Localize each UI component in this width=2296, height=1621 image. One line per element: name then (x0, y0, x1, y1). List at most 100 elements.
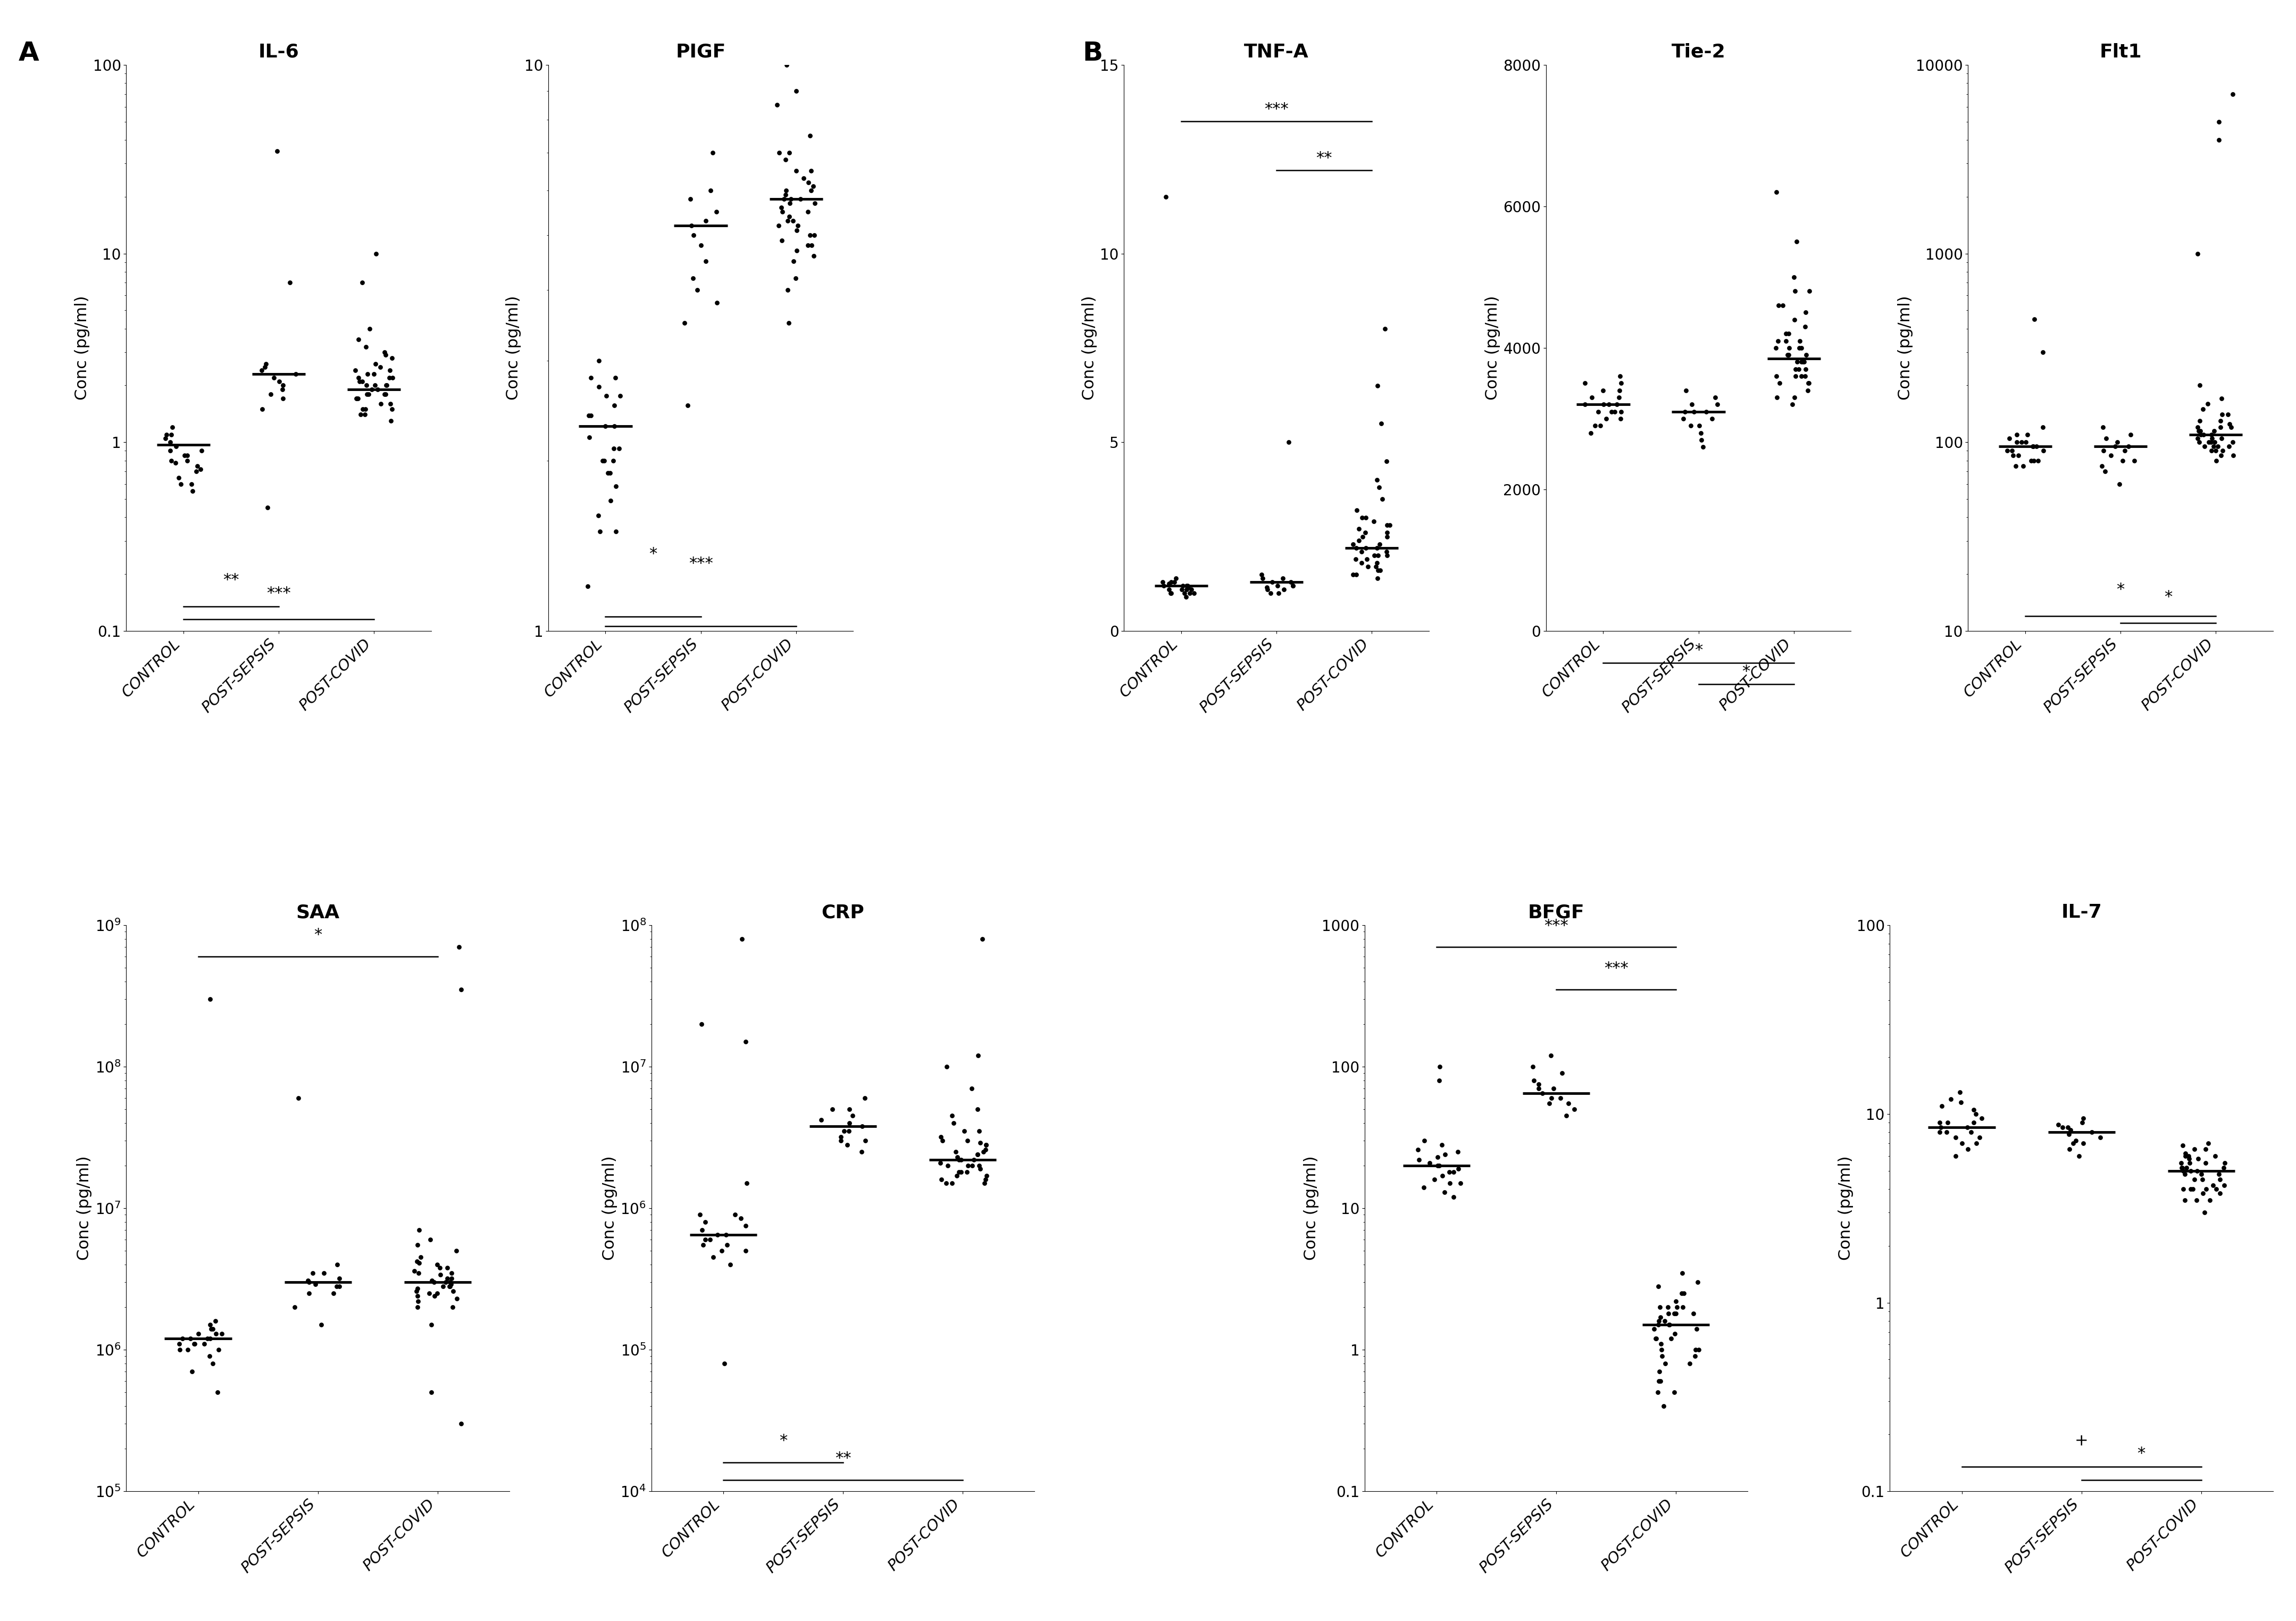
Point (1421, 1068, 1458, 1094)
Point (264, 376, 301, 402)
Point (2213, 430, 2250, 456)
Point (572, 673, 608, 699)
Point (2197, 430, 2234, 456)
Point (413, 1268, 450, 1294)
Point (1417, 1167, 1453, 1193)
Y-axis label: Conc (pg/ml): Conc (pg/ml) (1486, 295, 1499, 400)
Point (960, 1118, 996, 1144)
Point (1357, 554, 1394, 580)
Point (1658, 1300, 1694, 1326)
Point (292, 1269, 328, 1295)
Point (1676, 1337, 1713, 1363)
Point (1779, 357, 1816, 383)
Point (1949, 1114, 1986, 1140)
Point (1938, 1125, 1975, 1151)
Point (1646, 1392, 1683, 1418)
Point (703, 1238, 739, 1264)
Point (2082, 1125, 2119, 1151)
Point (1343, 550, 1380, 575)
Point (1589, 405, 1626, 431)
Point (585, 447, 622, 473)
Point (1251, 580, 1288, 606)
Point (152, 430, 188, 456)
Point (1435, 1159, 1472, 1185)
Point (418, 1251, 455, 1277)
Point (2202, 1167, 2239, 1193)
Point (1357, 543, 1394, 569)
Point (2165, 1187, 2202, 1213)
Point (1343, 538, 1380, 564)
Point (1929, 1110, 1965, 1136)
Point (296, 1271, 333, 1297)
Point (1430, 1159, 1467, 1185)
Point (2202, 425, 2239, 451)
Point (1775, 384, 1812, 410)
Point (338, 358, 374, 384)
Point (439, 1238, 475, 1264)
Point (1655, 1321, 1692, 1347)
Point (1557, 1096, 1593, 1122)
Point (1362, 475, 1398, 501)
Point (785, 165, 822, 191)
Point (792, 157, 829, 183)
Point (1658, 1294, 1694, 1319)
Point (152, 438, 188, 464)
Point (833, 1102, 870, 1128)
Point (1995, 443, 2032, 468)
Point (1265, 577, 1302, 603)
Point (698, 290, 735, 316)
Point (204, 1321, 241, 1347)
Point (2092, 443, 2128, 468)
Point (847, 1084, 884, 1110)
Point (1244, 561, 1281, 587)
Point (962, 1130, 999, 1156)
Point (179, 452, 216, 478)
Point (1775, 264, 1812, 290)
Point (2112, 421, 2149, 447)
Point (2190, 430, 2227, 456)
Point (1368, 512, 1405, 538)
Point (243, 358, 280, 384)
Point (1791, 370, 1828, 396)
Point (1272, 569, 1309, 595)
Point (2009, 421, 2046, 447)
Point (1784, 336, 1821, 361)
Point (163, 472, 200, 498)
Point (372, 391, 409, 417)
Point (2014, 433, 2050, 459)
Point (1759, 384, 1795, 410)
Text: ***: *** (689, 556, 714, 571)
Point (960, 1096, 996, 1122)
Point (1368, 543, 1405, 569)
Point (590, 460, 627, 486)
Point (1362, 532, 1398, 558)
Point (1786, 314, 1823, 340)
Point (2085, 452, 2122, 478)
Point (174, 1358, 211, 1384)
Point (934, 1110, 971, 1136)
Point (289, 1268, 326, 1294)
Point (2202, 408, 2239, 434)
Point (1639, 1379, 1676, 1405)
Point (338, 386, 374, 412)
Point (2172, 1157, 2209, 1183)
Point (1534, 1084, 1570, 1110)
Point (1366, 316, 1403, 342)
Point (771, 203, 808, 229)
Point (774, 207, 810, 233)
Point (1515, 1054, 1552, 1080)
Point (2050, 1114, 2087, 1140)
Point (365, 381, 402, 407)
Point (161, 1337, 197, 1363)
Point (1791, 370, 1828, 396)
Point (340, 386, 377, 412)
Point (778, 212, 815, 238)
Point (1419, 1144, 1456, 1170)
Point (572, 365, 608, 391)
Point (1543, 1060, 1580, 1086)
Point (2200, 126, 2236, 152)
Point (778, 266, 815, 292)
Point (794, 243, 831, 269)
Point (1956, 1110, 1993, 1136)
Point (2183, 1180, 2220, 1206)
